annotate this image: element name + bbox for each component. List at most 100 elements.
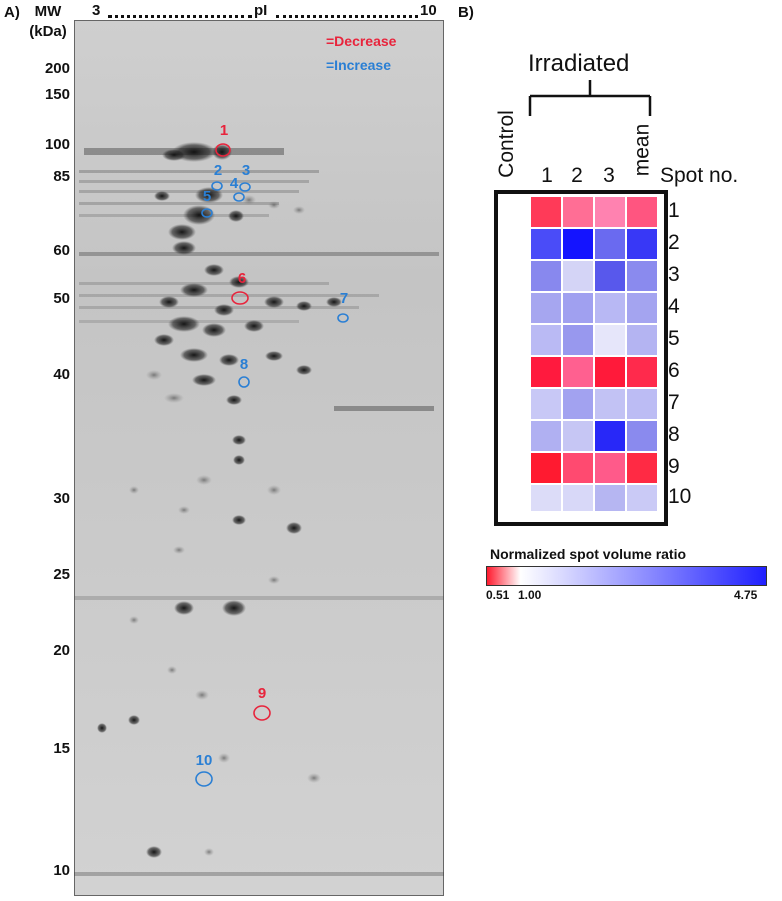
band-e — [79, 214, 269, 217]
heatmap-cell — [563, 453, 593, 483]
gel-spot — [233, 455, 245, 465]
mw-tick-30: 30 — [53, 490, 70, 507]
mw-title-line2: (kDa) — [29, 23, 67, 40]
row-label-6: 6 — [668, 359, 680, 382]
gel-spots — [97, 142, 342, 858]
heatmap-cell — [531, 453, 561, 483]
spot-label-3: 3 — [241, 162, 251, 179]
row-label-1: 1 — [668, 199, 680, 222]
gel-spot — [180, 283, 208, 297]
gel-spot — [174, 601, 194, 615]
band-k — [74, 596, 444, 600]
spot-marker-3 — [239, 182, 251, 192]
gel-spot — [129, 486, 139, 494]
gel-spot — [204, 264, 224, 276]
gel-spot — [229, 276, 249, 288]
colorbar-mid-label: 1.00 — [518, 588, 542, 602]
spot-marker-9 — [253, 705, 271, 721]
gel-spot — [168, 224, 196, 240]
mw-tick-200: 200 — [44, 60, 70, 77]
pi-axis-dots-left — [108, 15, 252, 18]
heatmap-cell — [563, 261, 593, 291]
mw-axis-title: MW (kDa) — [24, 2, 72, 42]
band-c — [79, 190, 299, 193]
mw-tick-85: 85 — [53, 168, 70, 185]
heatmap-cell — [627, 389, 657, 419]
band-f — [79, 282, 329, 285]
colorbar — [486, 566, 767, 586]
band-g — [79, 294, 379, 297]
gel-spot — [146, 370, 162, 380]
heatmap-cell — [563, 229, 593, 259]
heatmap-cell — [563, 325, 593, 355]
heatmap-cell — [531, 293, 561, 323]
gel-spot — [128, 715, 140, 725]
heatmap-cell — [563, 293, 593, 323]
heatmap-cell — [627, 325, 657, 355]
heatmap-cell — [627, 293, 657, 323]
heatmap-cell — [627, 197, 657, 227]
heatmap-cell — [595, 421, 625, 451]
spot-no-header: Spot no. — [660, 164, 739, 187]
gel-spot — [242, 195, 256, 205]
heatmap-cell — [595, 293, 625, 323]
heatmap-cell — [531, 357, 561, 387]
gel-spot — [172, 241, 196, 255]
spot-label-1: 1 — [219, 122, 229, 139]
mw-tick-20: 20 — [53, 642, 70, 659]
heatmap-cell — [595, 229, 625, 259]
gel-spot — [97, 723, 107, 733]
heatmap-cell — [627, 357, 657, 387]
gel-spot — [154, 191, 170, 201]
band-l — [74, 872, 444, 876]
row-label-8: 8 — [668, 423, 680, 446]
gel-spot — [195, 690, 209, 700]
spot-marker-10 — [195, 771, 213, 787]
spot-label-7: 7 — [339, 290, 349, 307]
spot-label-6: 6 — [237, 270, 247, 287]
spot-markers — [195, 143, 349, 787]
gel-spot — [162, 149, 186, 161]
heatmap-cell — [627, 485, 657, 511]
row-labels: 1 2 3 4 5 6 7 8 9 10 — [668, 197, 708, 517]
band-b — [79, 180, 309, 183]
mw-tick-150: 150 — [44, 86, 70, 103]
spot-label-9: 9 — [257, 685, 267, 702]
row-label-3: 3 — [668, 263, 680, 286]
pi-axis-dots-right — [276, 15, 418, 18]
irradiated-label: Irradiated — [528, 50, 630, 77]
row-label-9: 9 — [668, 455, 680, 478]
column-label-3: 3 — [603, 164, 615, 187]
column-label-1: 1 — [541, 164, 553, 187]
band-j — [334, 406, 434, 411]
pi-end-label: 10 — [420, 2, 437, 19]
gel-spot — [219, 354, 239, 366]
spot-marker-1 — [215, 143, 231, 157]
colorbar-min-label: 0.51 — [486, 588, 510, 602]
heatmap-cell — [531, 197, 561, 227]
gel-spot — [264, 296, 284, 308]
gel-spot — [214, 304, 234, 316]
gel-spot — [164, 393, 184, 403]
heatmap-cell — [595, 389, 625, 419]
irradiated-bracket — [528, 80, 652, 116]
heatmap-cell — [563, 389, 593, 419]
spot-label-10: 10 — [195, 752, 213, 769]
gel-spot — [226, 395, 242, 405]
heatmap-cell — [595, 453, 625, 483]
gel-spot — [129, 616, 139, 624]
gel-spot — [268, 576, 280, 584]
spot-marker-4 — [233, 192, 245, 202]
spot-marker-8 — [238, 376, 250, 388]
mw-tick-60: 60 — [53, 242, 70, 259]
spot-label-2: 2 — [213, 162, 223, 179]
mw-tick-100: 100 — [44, 136, 70, 153]
gel-spot — [218, 753, 230, 763]
column-label-mean-wrapper: mean — [627, 110, 657, 190]
heatmap-cell — [531, 421, 561, 451]
row-label-10: 10 — [668, 485, 692, 508]
gel-spot — [146, 846, 162, 858]
legend-decrease: =Decrease — [326, 33, 397, 49]
heatmap-cell — [563, 421, 593, 451]
column-label-2: 2 — [571, 164, 583, 187]
